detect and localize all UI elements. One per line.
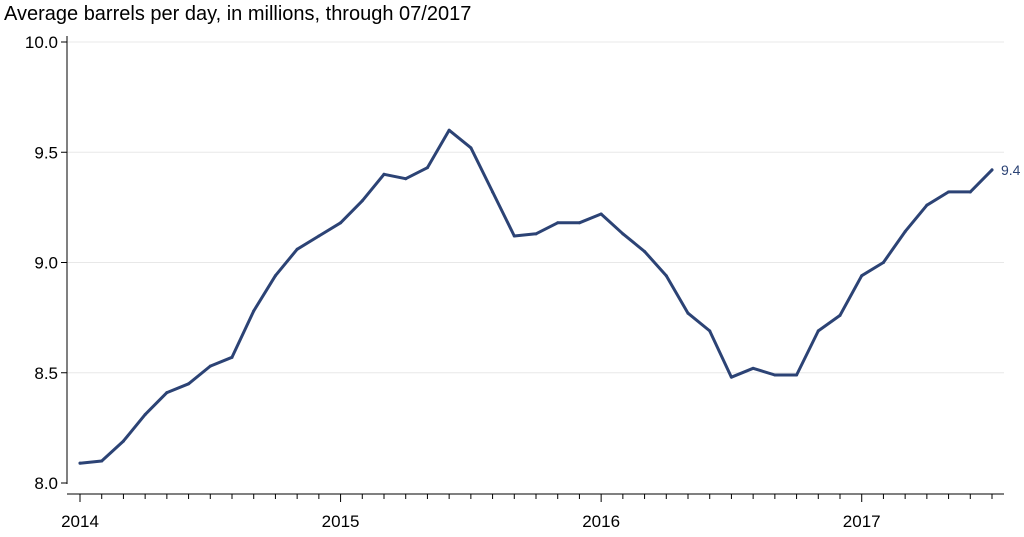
data-point bbox=[925, 203, 929, 207]
x-tick-label: 2016 bbox=[582, 512, 620, 531]
data-point bbox=[273, 274, 277, 278]
data-point bbox=[295, 247, 299, 251]
data-point bbox=[599, 212, 603, 216]
y-tick-label: 10.0 bbox=[25, 33, 58, 52]
tick-labels: 8.0 8.5 9.0 9.5 10.0 2014 2015 2016 2017 9.4 bbox=[25, 33, 1021, 531]
data-point bbox=[751, 366, 755, 370]
data-point bbox=[990, 168, 994, 172]
data-point bbox=[686, 311, 690, 315]
end-value-label: 9.4 bbox=[1001, 162, 1021, 178]
data-point bbox=[643, 249, 647, 253]
data-point bbox=[382, 172, 386, 176]
data-point bbox=[143, 413, 147, 417]
chart-title: Average barrels per day, in millions, th… bbox=[4, 3, 472, 25]
x-tick-label: 2015 bbox=[322, 512, 360, 531]
x-tick-label: 2014 bbox=[61, 512, 99, 531]
data-point bbox=[968, 190, 972, 194]
data-point bbox=[100, 459, 104, 463]
data-point bbox=[773, 373, 777, 377]
data-point bbox=[252, 309, 256, 313]
data-point bbox=[339, 221, 343, 225]
data-point bbox=[860, 274, 864, 278]
data-point bbox=[729, 375, 733, 379]
y-tick-label: 9.0 bbox=[34, 254, 58, 273]
series-layer bbox=[78, 128, 994, 465]
data-point bbox=[795, 373, 799, 377]
data-point bbox=[816, 329, 820, 333]
y-tick-label: 9.5 bbox=[34, 143, 58, 162]
series-line bbox=[78, 128, 994, 465]
data-point bbox=[708, 329, 712, 333]
data-point bbox=[903, 230, 907, 234]
data-point bbox=[534, 232, 538, 236]
data-point bbox=[469, 146, 473, 150]
data-point bbox=[947, 190, 951, 194]
gridlines bbox=[67, 41, 1004, 374]
data-point bbox=[512, 234, 516, 238]
data-point bbox=[664, 274, 668, 278]
y-tick-label: 8.5 bbox=[34, 364, 58, 383]
x-tick-label: 2017 bbox=[843, 512, 881, 531]
data-point bbox=[556, 221, 560, 225]
data-point bbox=[425, 166, 429, 170]
data-point bbox=[78, 461, 82, 465]
data-point bbox=[121, 439, 125, 443]
axes bbox=[61, 36, 1004, 502]
data-point bbox=[881, 261, 885, 264]
y-tick-label: 8.0 bbox=[34, 474, 58, 493]
data-point bbox=[317, 234, 321, 238]
data-point bbox=[577, 221, 581, 225]
data-point bbox=[491, 190, 495, 194]
data-point bbox=[621, 232, 625, 236]
data-point bbox=[360, 199, 364, 203]
data-point bbox=[404, 177, 408, 181]
data-point bbox=[447, 128, 451, 132]
data-point bbox=[838, 313, 842, 317]
data-point bbox=[208, 364, 212, 368]
data-point bbox=[187, 382, 191, 386]
data-point bbox=[230, 355, 234, 359]
data-point bbox=[165, 391, 169, 395]
